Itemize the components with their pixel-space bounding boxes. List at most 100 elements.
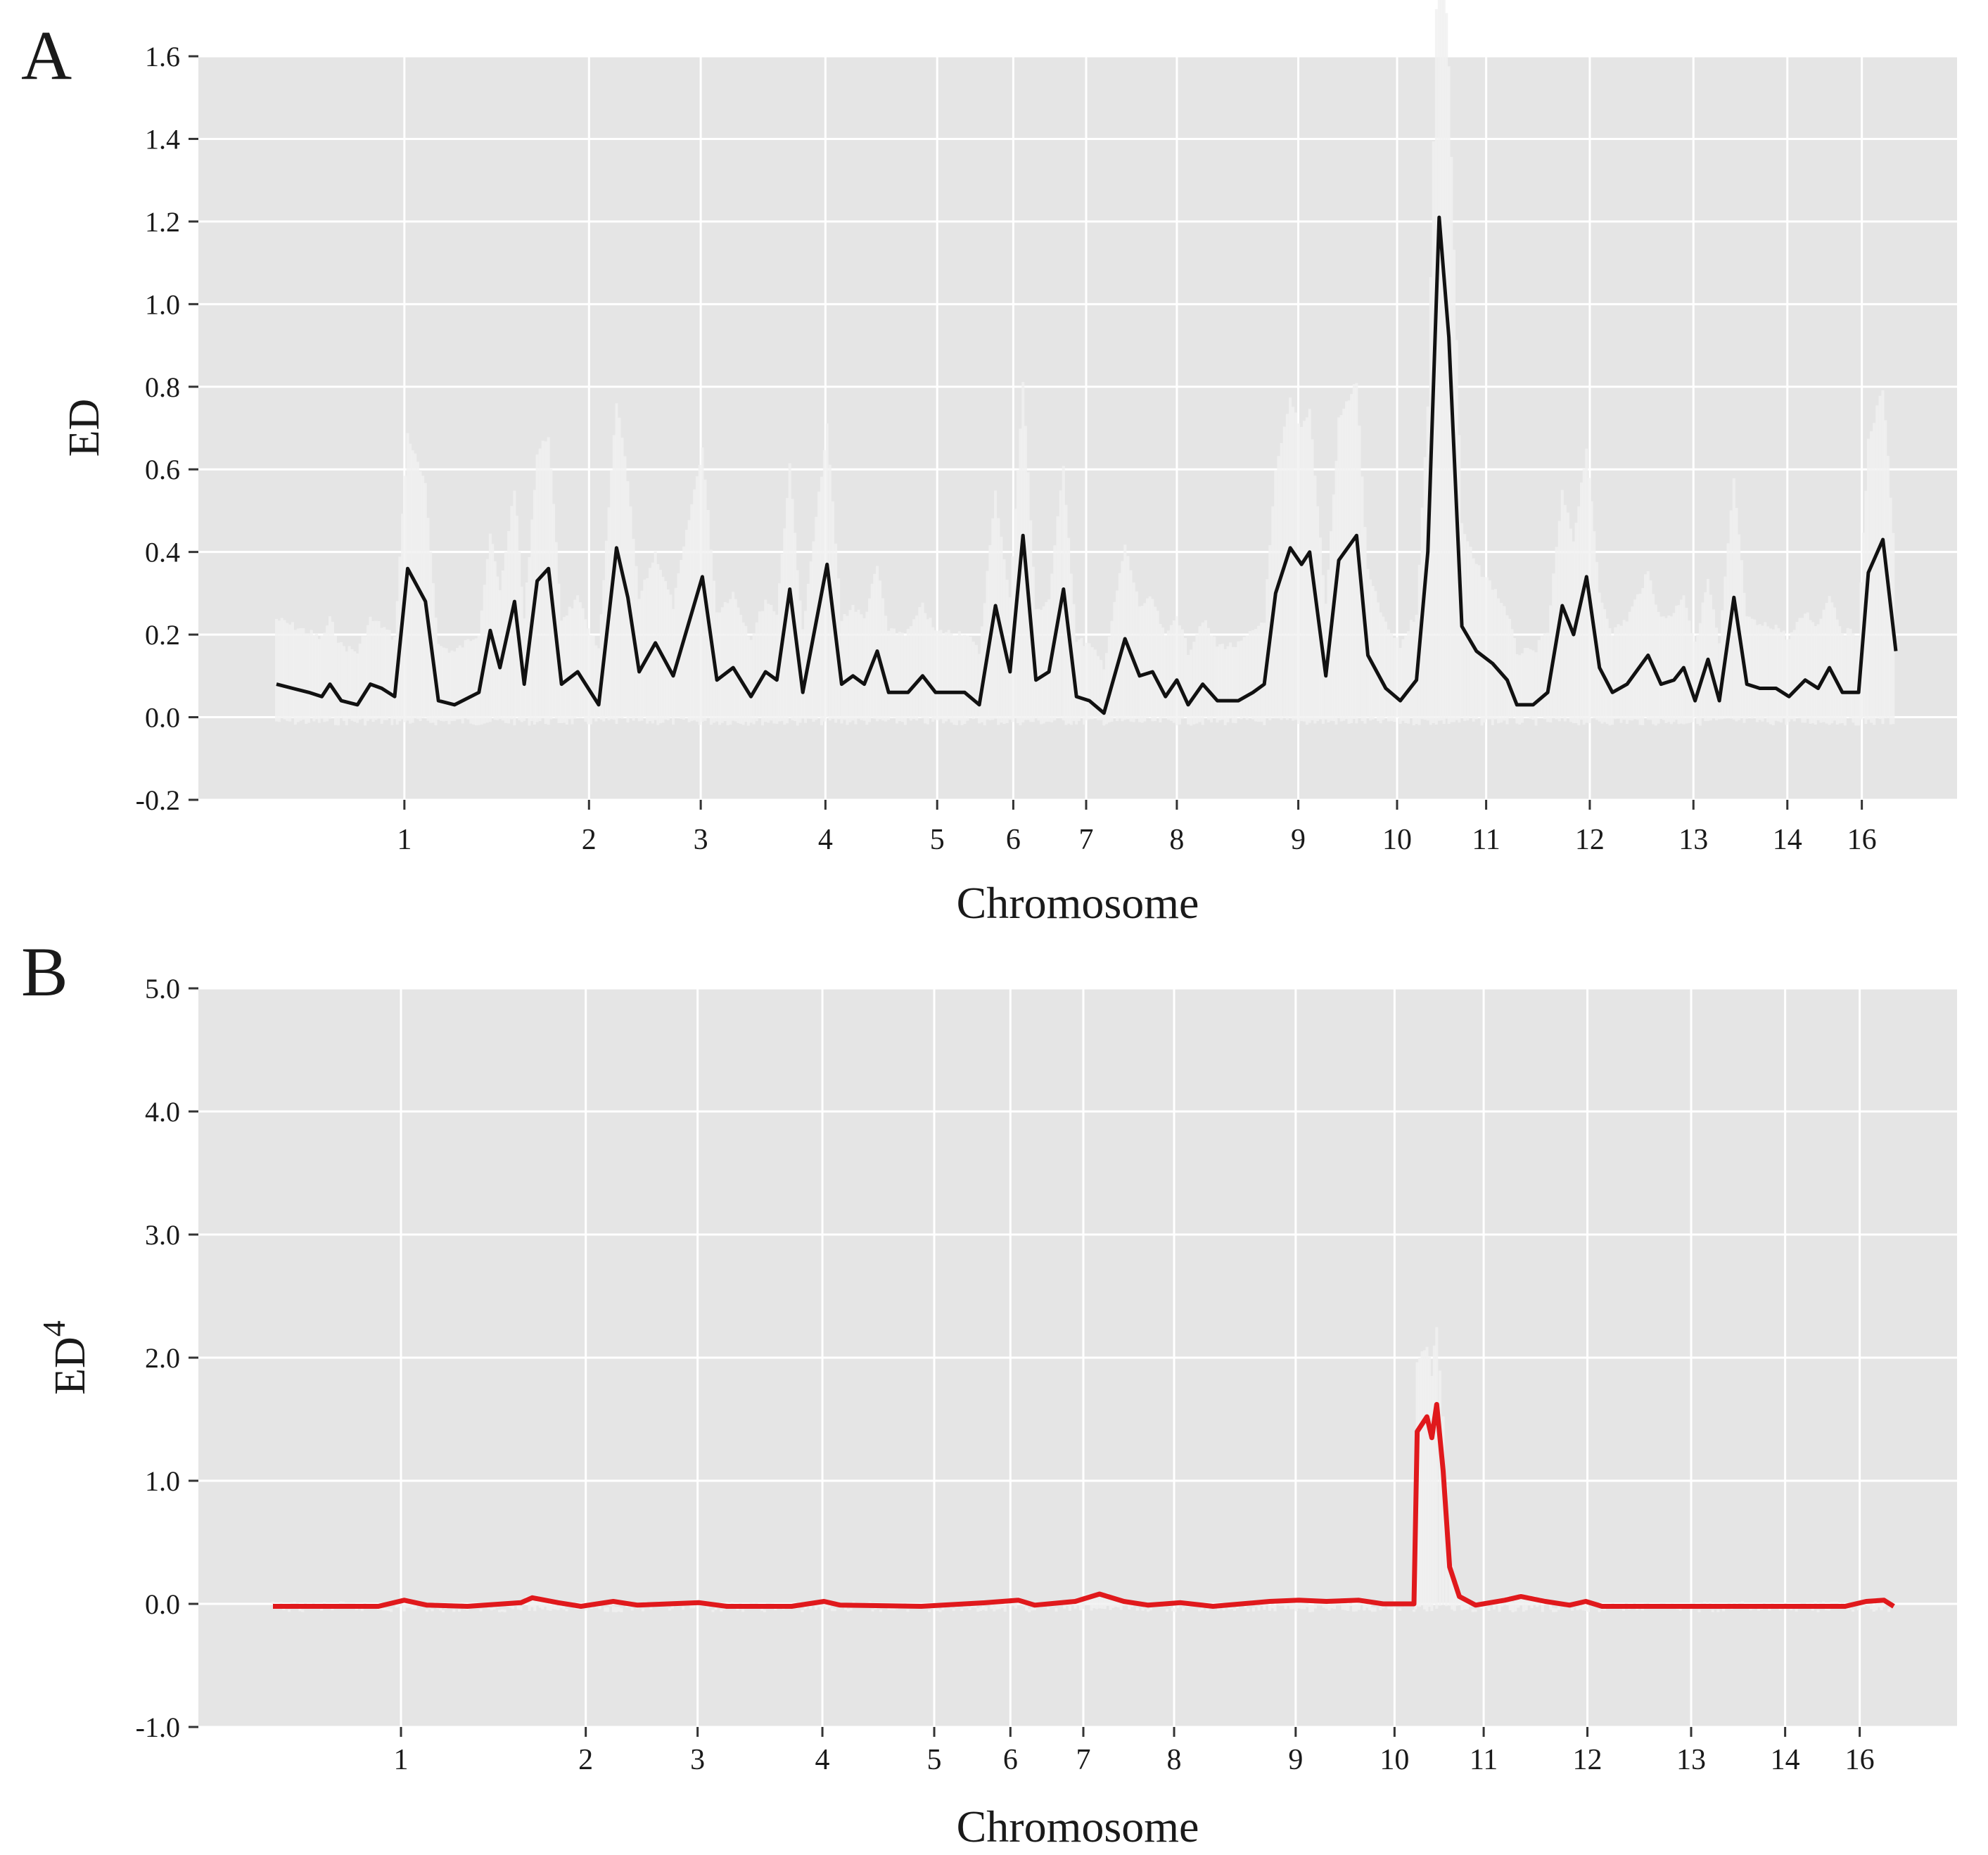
panel-a-snp-density-bar	[1654, 604, 1657, 726]
panel-b-snp-density-bar	[1636, 1607, 1639, 1611]
panel-a-snp-density-bar	[328, 616, 331, 719]
panel-b-snp-density-bar	[1092, 1594, 1096, 1609]
panel-b-snp-density-bar	[833, 1608, 836, 1612]
panel-a-snp-density-bar	[950, 633, 953, 723]
panel-a-snp-density-bar	[1138, 606, 1141, 722]
panel-a-snp-density-bar	[1631, 606, 1634, 721]
panel-a-snp-density-bar	[1677, 605, 1681, 725]
panel-a-snp-density-bar	[939, 630, 943, 720]
panel-b-snp-density-bar	[500, 1609, 504, 1612]
panel-a-x-tick-label: 13	[1678, 824, 1708, 856]
panel-a-snp-density-bar	[947, 630, 950, 720]
panel-b-snp-density-bar	[1031, 1607, 1034, 1611]
panel-a-snp-density-bar	[1442, 0, 1446, 725]
panel-a-snp-density-bar	[1374, 591, 1377, 718]
panel-b-snp-density-bar	[1846, 1607, 1849, 1610]
panel-a-snp-density-bar	[698, 465, 701, 725]
panel-a-snp-density-bar	[1469, 547, 1472, 718]
panel-a-snp-density-bar	[1486, 577, 1489, 720]
panel-b-snp-density-bar	[1822, 1601, 1825, 1605]
panel-b-snp-density-bar	[1098, 1592, 1102, 1609]
panel-a-y-tick-label: 1.4	[145, 123, 180, 155]
panel-a-snp-density-bar	[1704, 592, 1707, 722]
panel-a-snp-density-bar	[1213, 636, 1216, 718]
panel-a-snp-density-bar	[283, 620, 286, 720]
panel-b-snp-density-bar	[1778, 1607, 1782, 1611]
panel-b-snp-density-bar	[1427, 1357, 1431, 1607]
panel-a-snp-density-bar	[597, 648, 601, 718]
panel-a-snp-density-bar	[1100, 660, 1103, 720]
panel-b-snp-density-bar	[890, 1607, 893, 1610]
panel-a-snp-density-bar	[615, 403, 618, 725]
panel-b-snp-density-bar	[1795, 1609, 1798, 1612]
panel-b-snp-density-bar	[331, 1607, 334, 1611]
panel-b-snp-density-bar	[301, 1609, 305, 1612]
panel-a-snp-density-bar	[1080, 637, 1083, 718]
panel-a-snp-density-bar	[592, 635, 595, 719]
panel-b-snp-density-bar	[1198, 1609, 1202, 1612]
panel-a-snp-density-bar	[1841, 634, 1844, 724]
panel-a-snp-density-bar	[1792, 630, 1796, 722]
panel-b-snp-density-bar	[1716, 1609, 1720, 1612]
panel-b-snp-density-bar	[692, 1604, 696, 1609]
panel-b-snp-density-bar	[739, 1602, 742, 1605]
panel-b-snp-density-bar	[714, 1607, 718, 1610]
panel-b-snp-density-bar	[1387, 1607, 1391, 1609]
panel-a-snp-density-bar	[915, 615, 919, 721]
panel-a-snp-density-bar	[1280, 442, 1283, 720]
panel-b-snp-density-bar	[1200, 1607, 1204, 1610]
panel-a-snp-density-bar	[1657, 611, 1660, 724]
panel-a-snp-density-bar	[366, 625, 369, 721]
panel-a-snp-density-bar	[1870, 431, 1873, 723]
panel-b-snp-density-bar	[408, 1601, 412, 1608]
panel-b-x-tick-label: 5	[927, 1744, 942, 1776]
panel-b-snp-density-bar	[1247, 1608, 1250, 1612]
panel-b-snp-density-bar	[1463, 1600, 1467, 1609]
panel-b-snp-density-bar	[298, 1608, 302, 1612]
panel-b-snp-density-bar	[1771, 1602, 1774, 1605]
panel-b-snp-density-bar	[1460, 1599, 1464, 1610]
panel-a-snp-density-bar	[1159, 623, 1162, 722]
panel-a-snp-density-bar	[1693, 642, 1697, 718]
panel-a-snp-density-bar	[315, 634, 319, 720]
panel-b-snp-density-bar	[606, 1607, 610, 1612]
panel-b-snp-density-bar	[720, 1609, 723, 1612]
panel-a-snp-density-bar	[326, 625, 329, 722]
panel-b-snp-density-bar	[649, 1607, 653, 1609]
panel-a-snp-density-bar	[1305, 417, 1308, 725]
panel-a-snp-density-bar	[931, 627, 935, 722]
panel-b-snp-density-bar	[1814, 1601, 1817, 1605]
panel-a-snp-density-bar	[1510, 629, 1514, 719]
panel-b-snp-density-bar	[1825, 1607, 1828, 1611]
panel-a-snp-density-bar	[1347, 400, 1351, 724]
panel-a-snp-density-bar	[758, 611, 761, 718]
panel-b-snp-density-bar	[1557, 1607, 1560, 1610]
panel-b-x-tick-label: 1	[394, 1744, 409, 1776]
panel-a-snp-density-bar	[640, 590, 644, 721]
panel-a-snp-density-bar	[1669, 616, 1673, 725]
panel-a-snp-density-bar	[1690, 632, 1694, 722]
panel-a-snp-density-bar	[674, 587, 677, 718]
panel-a-snp-density-bar	[1132, 582, 1135, 722]
panel-b-snp-density-bar	[405, 1600, 409, 1608]
panel-b-snp-density-bar	[1466, 1602, 1470, 1609]
panel-b-snp-density-bar	[765, 1602, 769, 1605]
panel-b-snp-density-bar	[598, 1606, 601, 1609]
panel-b-snp-density-bar	[1308, 1605, 1312, 1612]
panel-a-snp-density-bar	[1679, 599, 1683, 724]
panel-a-snp-density-bar	[1172, 620, 1175, 723]
panel-a-snp-density-bar	[755, 622, 758, 721]
panel-a-snp-density-bar	[978, 654, 981, 724]
panel-b-snp-density-bar	[974, 1604, 977, 1608]
panel-a-snp-density-bar	[1667, 615, 1671, 722]
panel-a-snp-density-bar	[277, 620, 281, 722]
panel-a-snp-density-bar	[310, 630, 313, 718]
panel-b-snp-density-bar	[1230, 1606, 1234, 1609]
panel-a-snp-density-bar	[1641, 587, 1645, 725]
panel-a-snp-density-bar	[472, 639, 476, 725]
panel-b-snp-density-bar	[1453, 1577, 1456, 1612]
panel-a-y-tick-label: 0.8	[145, 371, 180, 403]
panel-b-snp-density-bar	[1862, 1602, 1866, 1607]
